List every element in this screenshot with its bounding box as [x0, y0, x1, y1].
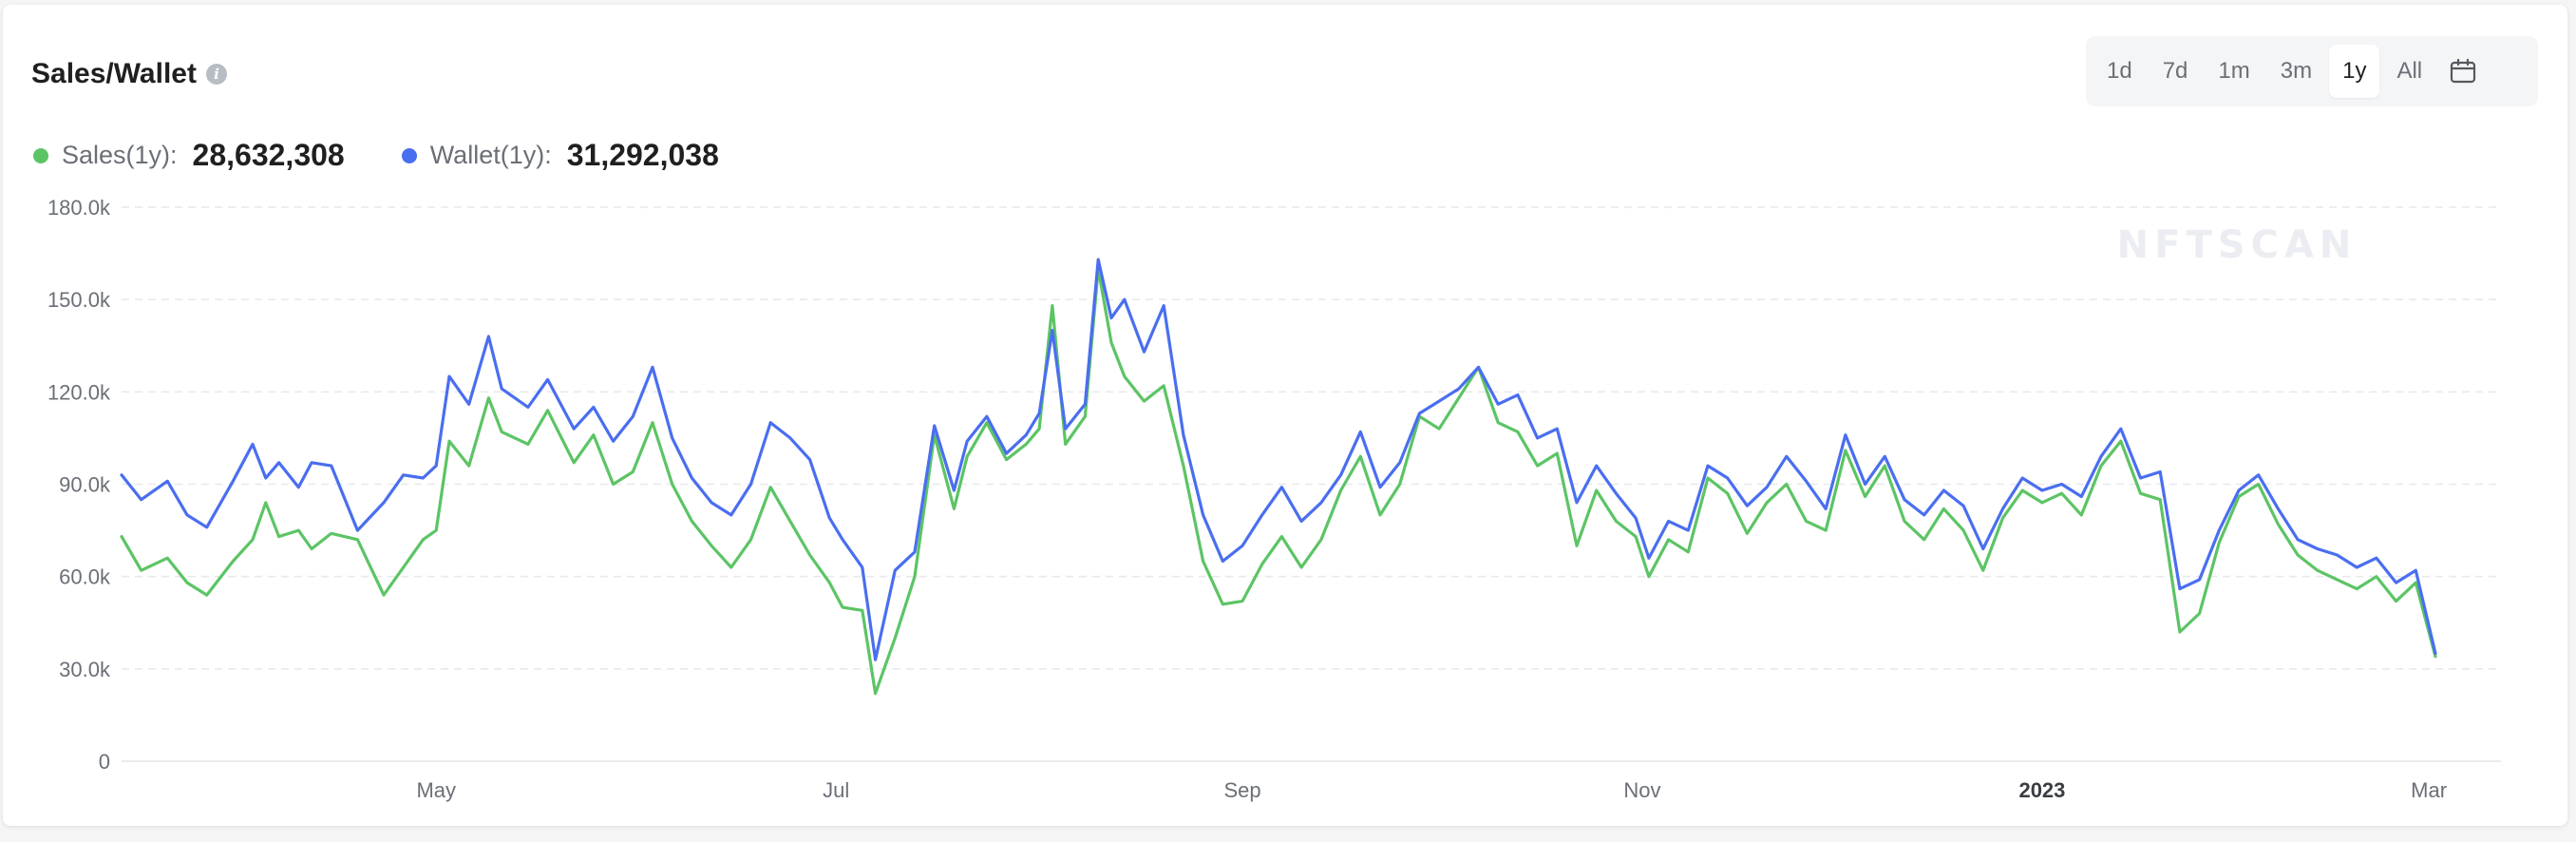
series-line-sales: [120, 267, 2437, 696]
tab-1d[interactable]: 1d: [2107, 58, 2132, 84]
y-tick-label: 120.0k: [47, 380, 111, 404]
watermark-logo: NFTSCAN: [2117, 223, 2358, 267]
legend-wallet-value: 31,292,038: [566, 138, 719, 172]
legend-wallet-label: Wallet(1y):: [429, 141, 552, 169]
y-tick-label: 150.0k: [47, 288, 111, 312]
x-tick-label: Mar: [2411, 778, 2447, 802]
y-tick-label: 180.0k: [47, 196, 111, 220]
tab-1y[interactable]: 1y: [2329, 45, 2380, 98]
tab-all[interactable]: All: [2396, 58, 2423, 84]
legend-wallet-dot: [401, 147, 417, 163]
series-line-wallet: [120, 258, 2437, 661]
y-tick-label: 60.0k: [59, 565, 111, 589]
time-range-tabs: 1d 7d 1m 3m 1y All: [2086, 36, 2538, 106]
sales-wallet-card: Sales/Wallet i 1d 7d 1m 3m 1y All Sales(…: [3, 5, 2567, 826]
x-tick-label: Sep: [1223, 778, 1260, 802]
y-tick-label: 0: [99, 750, 110, 774]
tab-7d[interactable]: 7d: [2162, 58, 2188, 84]
tab-3m[interactable]: 3m: [2280, 58, 2313, 84]
tab-1m[interactable]: 1m: [2218, 58, 2250, 84]
line-chart[interactable]: NFTSCAN 0 30.0k 60.0k 90.0k 120.0k 150.0k 180.…: [3, 5, 2567, 826]
legend: Sales(1y): 28,632,308 Wallet(1y): 31,292…: [33, 138, 776, 173]
legend-sales-label: Sales(1y):: [62, 141, 178, 169]
info-icon[interactable]: i: [205, 64, 227, 85]
x-tick-label: May: [416, 778, 456, 802]
calendar-icon[interactable]: [2439, 45, 2487, 98]
legend-item-wallet[interactable]: Wallet(1y): 31,292,038: [401, 138, 719, 173]
y-tick-label: 90.0k: [59, 473, 111, 497]
legend-sales-dot: [33, 147, 48, 163]
y-tick-label: 30.0k: [59, 658, 111, 681]
chart-title: Sales/Wallet: [31, 58, 197, 89]
legend-sales-value: 28,632,308: [192, 138, 345, 172]
x-tick-label: 2023: [2018, 778, 2065, 802]
x-tick-label: Jul: [823, 778, 849, 802]
title-row: Sales/Wallet i: [31, 58, 227, 90]
legend-item-sales[interactable]: Sales(1y): 28,632,308: [33, 138, 345, 173]
x-tick-label: Nov: [1623, 778, 1660, 802]
